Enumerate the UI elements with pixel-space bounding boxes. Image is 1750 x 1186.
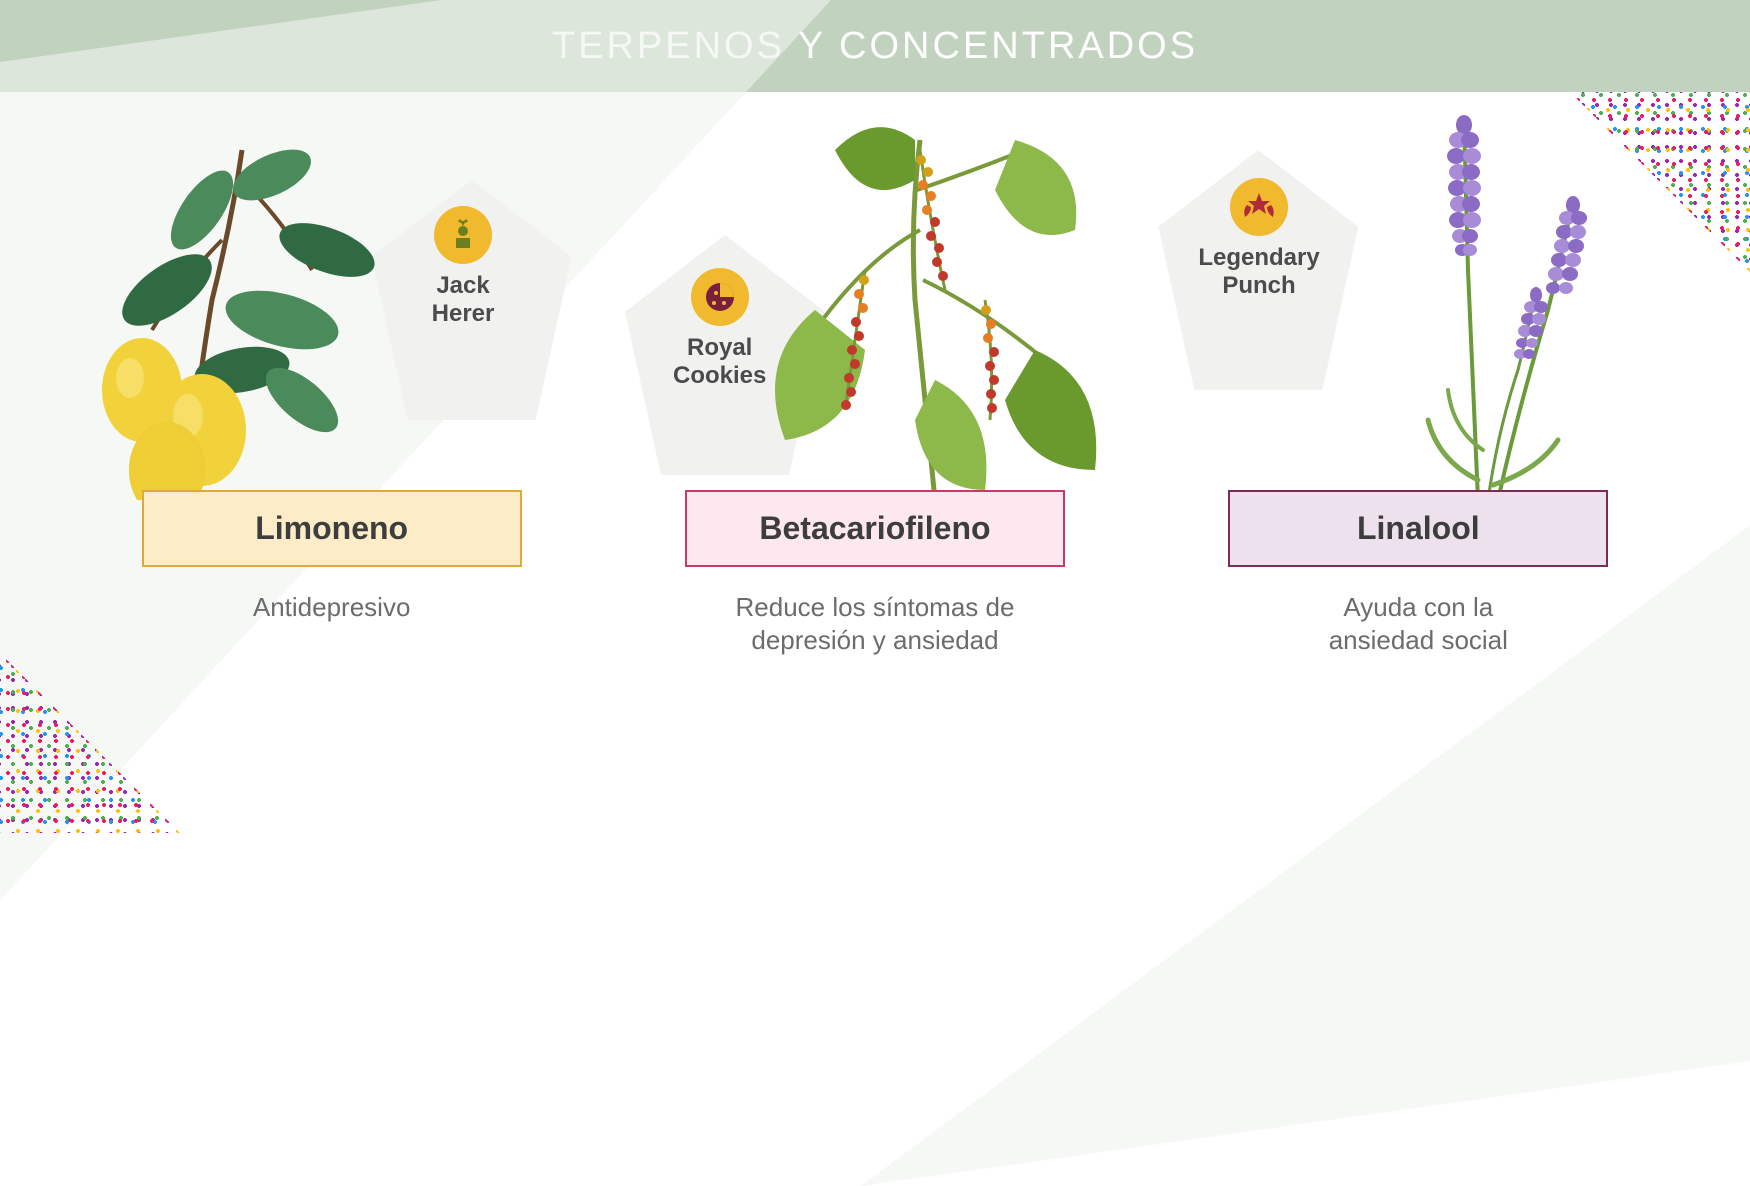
jack-in-box-icon (434, 206, 492, 264)
strain-label: Royal Cookies (673, 334, 766, 389)
lemon-plant-icon (72, 120, 412, 500)
strain-label: Jack Herer (432, 272, 495, 327)
pepper-plant-icon (745, 100, 1125, 520)
card-limoneno: Jack Herer (92, 120, 572, 820)
plant-area-limoneno: Jack Herer (92, 120, 572, 500)
terpene-name: Betacariofileno (759, 510, 990, 546)
terpene-desc: Ayuda con la ansiedad social (1329, 591, 1508, 656)
strain-badge-legendary-punch: Legendary Punch (1198, 178, 1319, 299)
plant-area-linalool: Legendary Punch (1178, 120, 1658, 500)
card-linalool: Legendary Punch (1178, 120, 1658, 820)
terpene-name-box: Linalool (1228, 490, 1608, 567)
cards-row: Jack Herer (0, 120, 1750, 820)
terpene-name: Limoneno (255, 510, 408, 546)
terpene-name: Linalool (1357, 510, 1480, 546)
strain-badge-royal-cookies: Royal Cookies (673, 268, 766, 389)
terpene-name-box: Limoneno (142, 490, 522, 567)
cookie-icon (691, 268, 749, 326)
terpene-desc: Antidepresivo (253, 591, 411, 624)
card-betacariofileno: Royal Cookies (635, 120, 1115, 820)
terpene-name-box: Betacariofileno (685, 490, 1065, 567)
strain-label: Legendary Punch (1198, 244, 1319, 299)
plant-area-betacariofileno: Royal Cookies (635, 120, 1115, 500)
terpene-desc: Reduce los síntomas de depresión y ansie… (736, 591, 1015, 656)
winged-star-icon (1230, 178, 1288, 236)
lavender-plant-icon (1358, 90, 1678, 510)
strain-badge-jack-herer: Jack Herer (432, 206, 495, 327)
